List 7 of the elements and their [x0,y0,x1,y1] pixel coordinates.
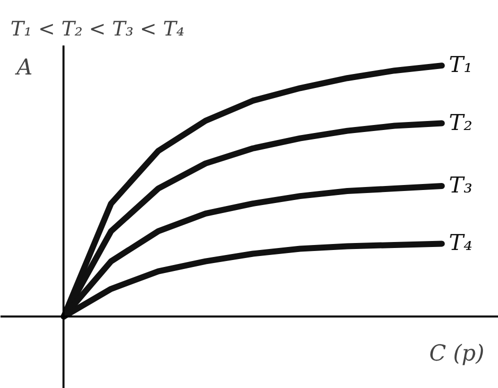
series-label: T₃ [448,174,472,199]
y-axis-title: A [14,56,32,81]
chart-title: T₁ < T₂ < T₃ < T₄ [10,16,184,40]
series-label: T₂ [448,110,472,136]
series-label: T₄ [448,231,472,256]
x-axis-title: C (p) [429,342,484,367]
series-label: T₁ [448,53,472,78]
